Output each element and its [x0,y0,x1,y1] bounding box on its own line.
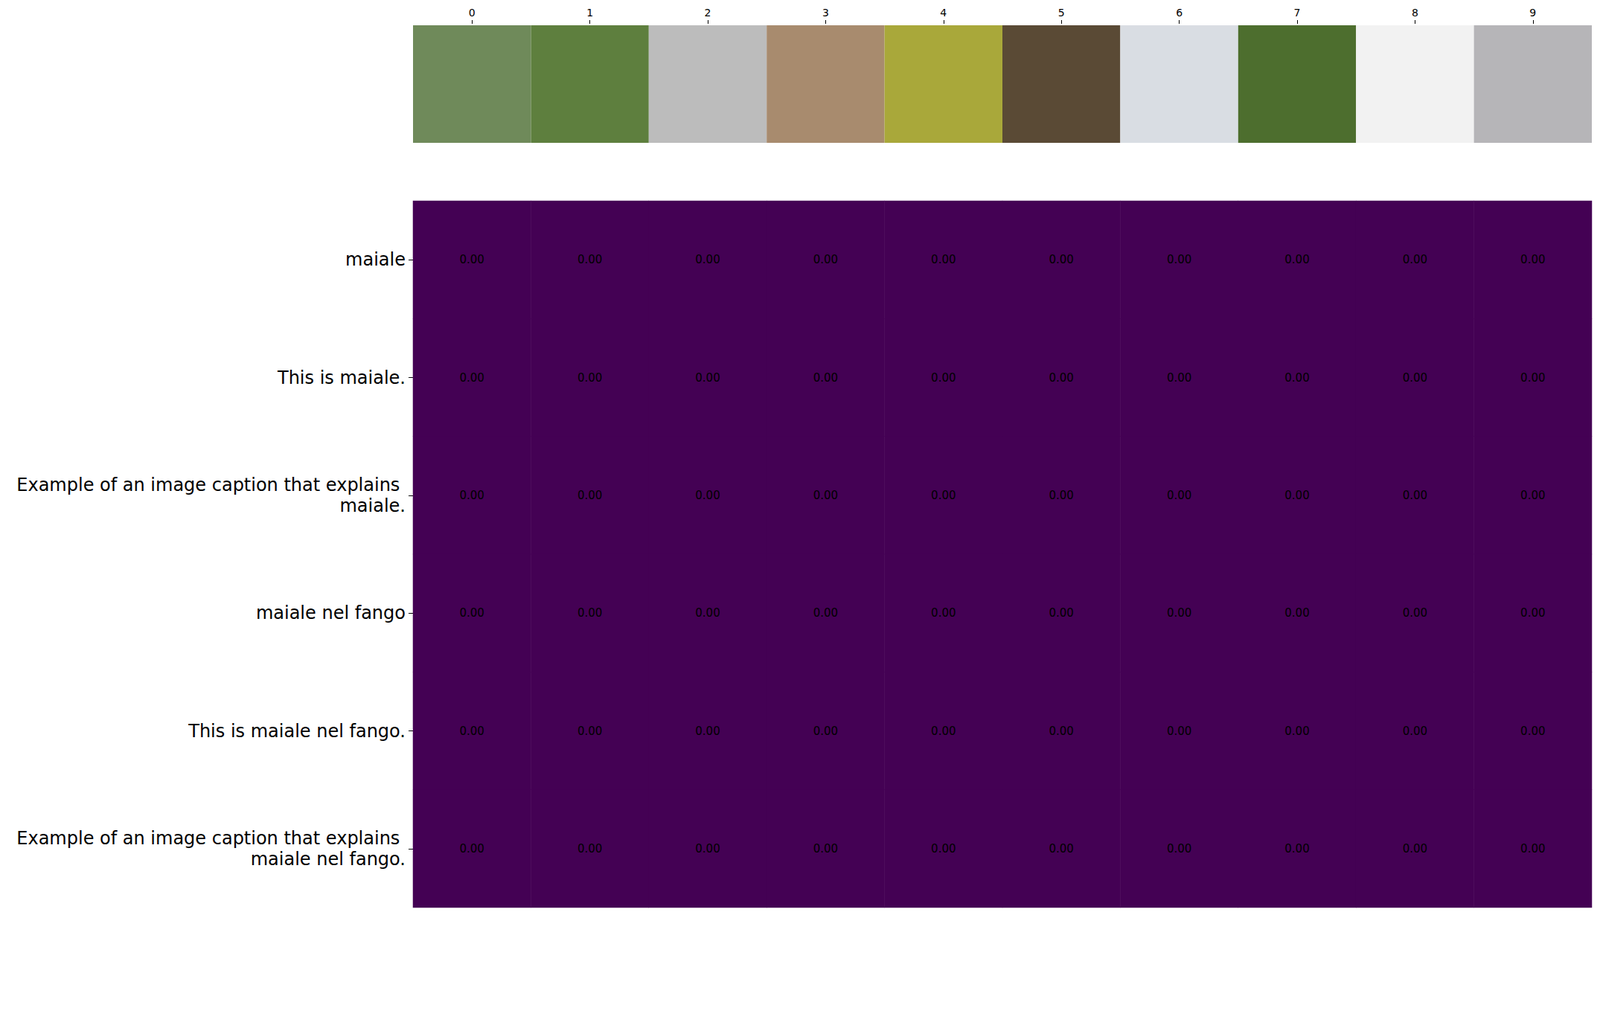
svg-text:0.00: 0.00 [813,724,838,739]
svg-text:0.00: 0.00 [1048,724,1074,739]
svg-text:0.00: 0.00 [813,606,838,620]
svg-text:0.00: 0.00 [459,488,484,503]
svg-text:0.00: 0.00 [813,253,838,267]
svg-text:maiale: maiale [345,249,406,271]
svg-text:0.00: 0.00 [1048,842,1074,856]
svg-text:0.00: 0.00 [577,253,603,267]
svg-text:0.00: 0.00 [930,842,956,856]
svg-text:0.00: 0.00 [1520,371,1545,385]
svg-text:0.00: 0.00 [1402,842,1428,856]
svg-text:0.00: 0.00 [1520,842,1545,856]
svg-text:0.00: 0.00 [695,253,720,267]
svg-text:0.00: 0.00 [577,488,603,503]
svg-text:0.00: 0.00 [1402,606,1428,620]
svg-text:0.00: 0.00 [695,606,720,620]
svg-text:0.00: 0.00 [577,371,603,385]
svg-text:7: 7 [1294,6,1301,19]
svg-text:0.00: 0.00 [1166,488,1192,503]
svg-text:0.00: 0.00 [930,724,956,739]
svg-text:0.00: 0.00 [459,724,484,739]
svg-text:0: 0 [468,6,476,19]
svg-text:0.00: 0.00 [577,842,603,856]
svg-text:0.00: 0.00 [695,724,720,739]
svg-text:maiale nel fango.: maiale nel fango. [250,849,406,870]
svg-text:0.00: 0.00 [1048,488,1074,503]
svg-text:5: 5 [1058,6,1065,19]
svg-text:maiale.: maiale. [339,495,406,517]
svg-text:0.00: 0.00 [1048,371,1074,385]
svg-text:0.00: 0.00 [695,371,720,385]
svg-text:0.00: 0.00 [1048,253,1074,267]
svg-text:0.00: 0.00 [1284,253,1310,267]
svg-text:0.00: 0.00 [1402,371,1428,385]
svg-text:0.00: 0.00 [930,488,956,503]
svg-text:This is maiale nel fango.: This is maiale nel fango. [187,721,406,742]
svg-text:0.00: 0.00 [695,488,720,503]
svg-text:This is maiale.: This is maiale. [276,367,406,389]
svg-text:0.00: 0.00 [813,371,838,385]
svg-text:1: 1 [586,6,594,19]
svg-text:0.00: 0.00 [930,253,956,267]
svg-text:9: 9 [1529,6,1536,19]
svg-text:0.00: 0.00 [1402,488,1428,503]
svg-text:0.00: 0.00 [459,253,484,267]
svg-text:0.00: 0.00 [1166,371,1192,385]
svg-text:6: 6 [1175,6,1183,19]
svg-text:0.00: 0.00 [813,488,838,503]
svg-text:4: 4 [939,6,947,19]
svg-text:0.00: 0.00 [930,606,956,620]
svg-text:0.00: 0.00 [813,842,838,856]
svg-text:0.00: 0.00 [459,371,484,385]
svg-text:0.00: 0.00 [1166,724,1192,739]
svg-text:0.00: 0.00 [1402,724,1428,739]
svg-text:0.00: 0.00 [1520,724,1545,739]
svg-text:0.00: 0.00 [1520,253,1545,267]
svg-text:0.00: 0.00 [930,371,956,385]
svg-text:0.00: 0.00 [459,606,484,620]
svg-text:0.00: 0.00 [1284,371,1310,385]
svg-text:8: 8 [1411,6,1419,19]
svg-text:2: 2 [704,6,712,19]
svg-text:Example of an image caption th: Example of an image caption that explain… [16,474,406,496]
svg-text:0.00: 0.00 [1166,842,1192,856]
svg-text:0.00: 0.00 [459,842,484,856]
svg-text:0.00: 0.00 [1048,606,1074,620]
svg-text:0.00: 0.00 [577,606,603,620]
svg-text:0.00: 0.00 [1284,724,1310,739]
svg-text:0.00: 0.00 [695,842,720,856]
svg-text:3: 3 [822,6,830,19]
svg-text:maiale nel fango: maiale nel fango [256,602,406,624]
svg-text:0.00: 0.00 [1284,606,1310,620]
svg-text:0.00: 0.00 [1402,253,1428,267]
svg-text:0.00: 0.00 [1284,488,1310,503]
svg-text:0.00: 0.00 [1166,606,1192,620]
svg-text:0.00: 0.00 [1520,488,1545,503]
svg-text:Example of an image caption th: Example of an image caption that explain… [16,828,406,850]
svg-text:0.00: 0.00 [1284,842,1310,856]
svg-text:0.00: 0.00 [577,724,603,739]
svg-text:0.00: 0.00 [1166,253,1192,267]
svg-text:0.00: 0.00 [1520,606,1545,620]
